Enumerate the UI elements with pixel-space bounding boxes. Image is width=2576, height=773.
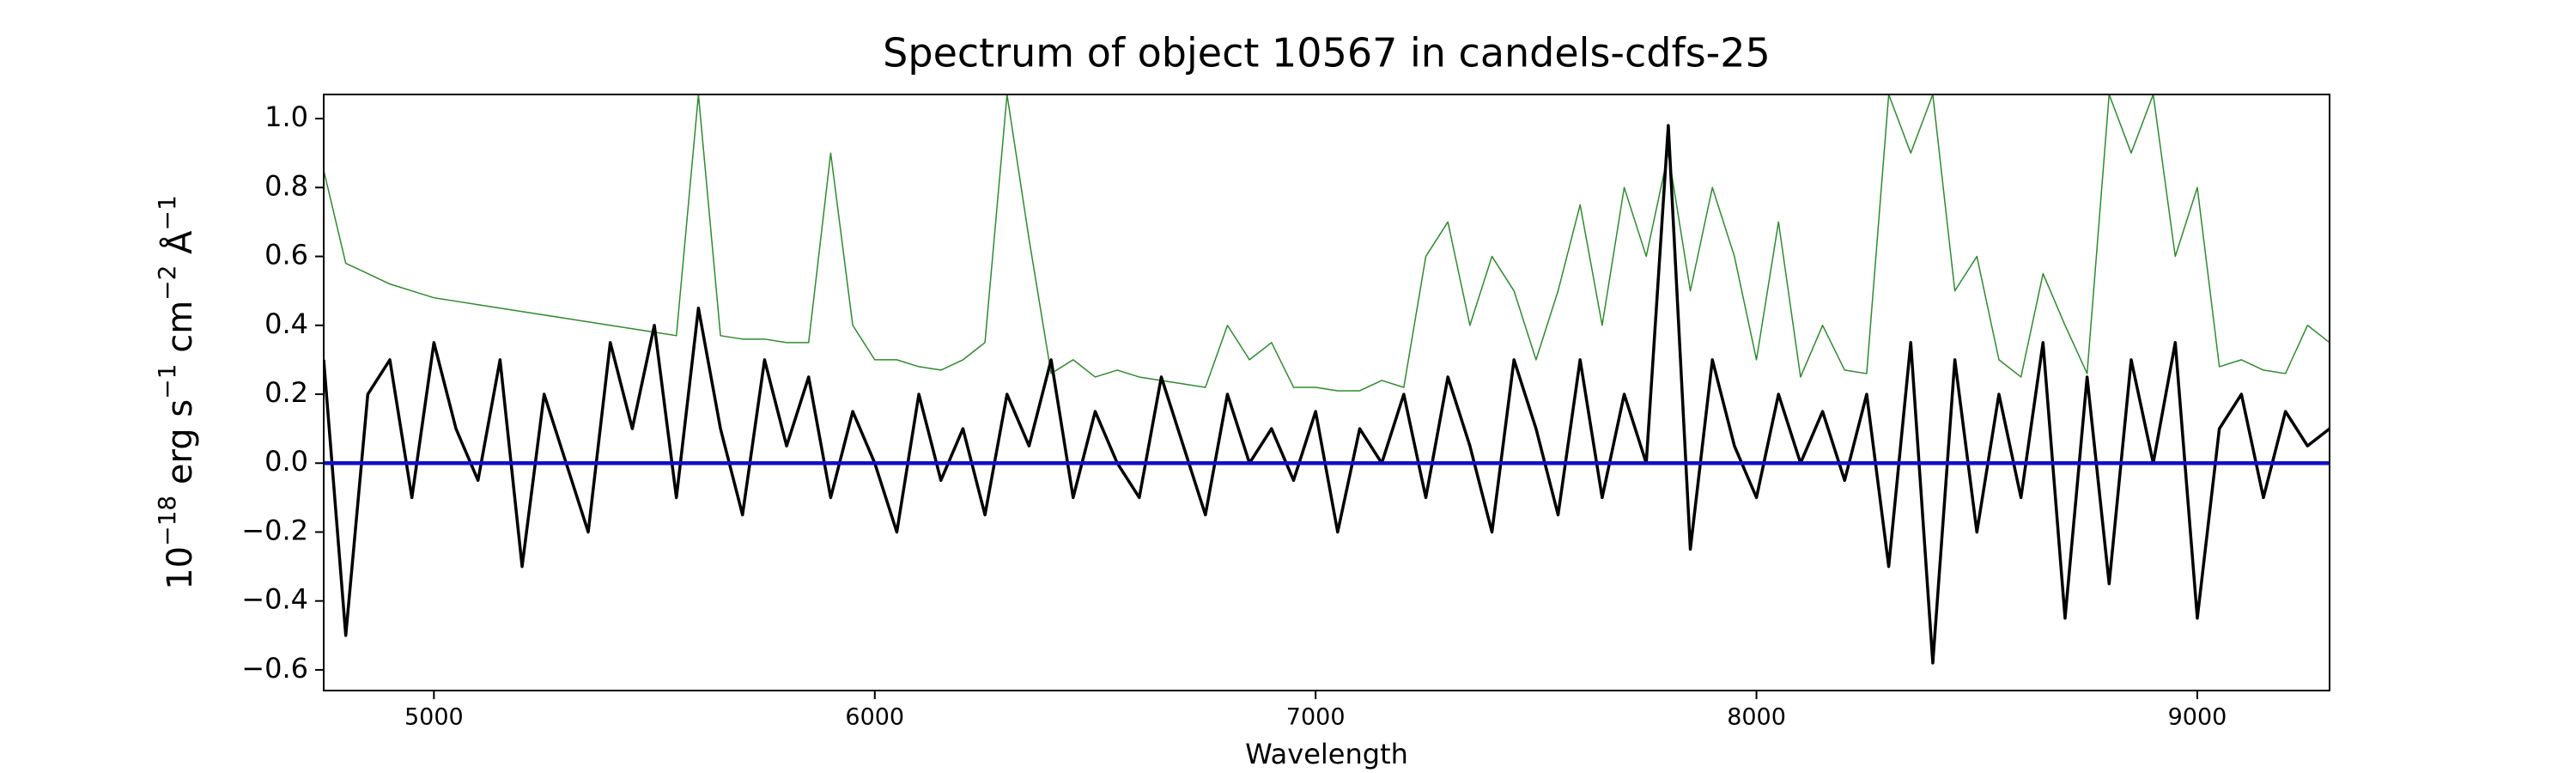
spectrum-line [324,124,2330,665]
x-tick-label: 8000 [1727,704,1786,731]
spectrum-line [324,94,2330,392]
plot-area [324,94,2330,665]
x-tick-label: 6000 [845,704,904,731]
y-tick-label: 0.0 [264,445,308,478]
y-tick-label: 1.0 [264,100,308,133]
y-tick-label: −0.4 [241,583,308,616]
x-tick-label: 7000 [1286,704,1346,731]
y-axis-label-part: erg s [161,399,200,496]
x-tick-label: 5000 [404,704,464,731]
y-tick-label: 0.4 [264,307,308,340]
x-axis-label: Wavelength [1245,738,1408,770]
y-axis-label-part: cm [161,301,200,364]
y-tick-label: 0.6 [264,239,308,271]
y-axis-label-part: Å [159,230,200,265]
y-axis-label-superscript: −2 [153,265,181,301]
plot-frame [323,94,2330,691]
y-axis-label-superscript: −1 [153,195,181,230]
y-axis-label-superscript: −18 [153,496,181,546]
y-tick-label: 0.2 [264,376,308,409]
y-axis-label: 10−18 erg s−1 cm−2 Å−1 [153,195,201,590]
x-tick-label: 9000 [2168,704,2227,731]
chart-title: Spectrum of object 10567 in candels-cdfs… [883,30,1771,76]
y-tick-label: 0.8 [264,169,308,202]
y-tick-label: −0.2 [241,514,308,546]
y-axis-label-part: 10 [161,546,200,590]
y-axis-label-superscript: −1 [153,364,181,399]
y-tick-label: −0.6 [241,652,308,685]
